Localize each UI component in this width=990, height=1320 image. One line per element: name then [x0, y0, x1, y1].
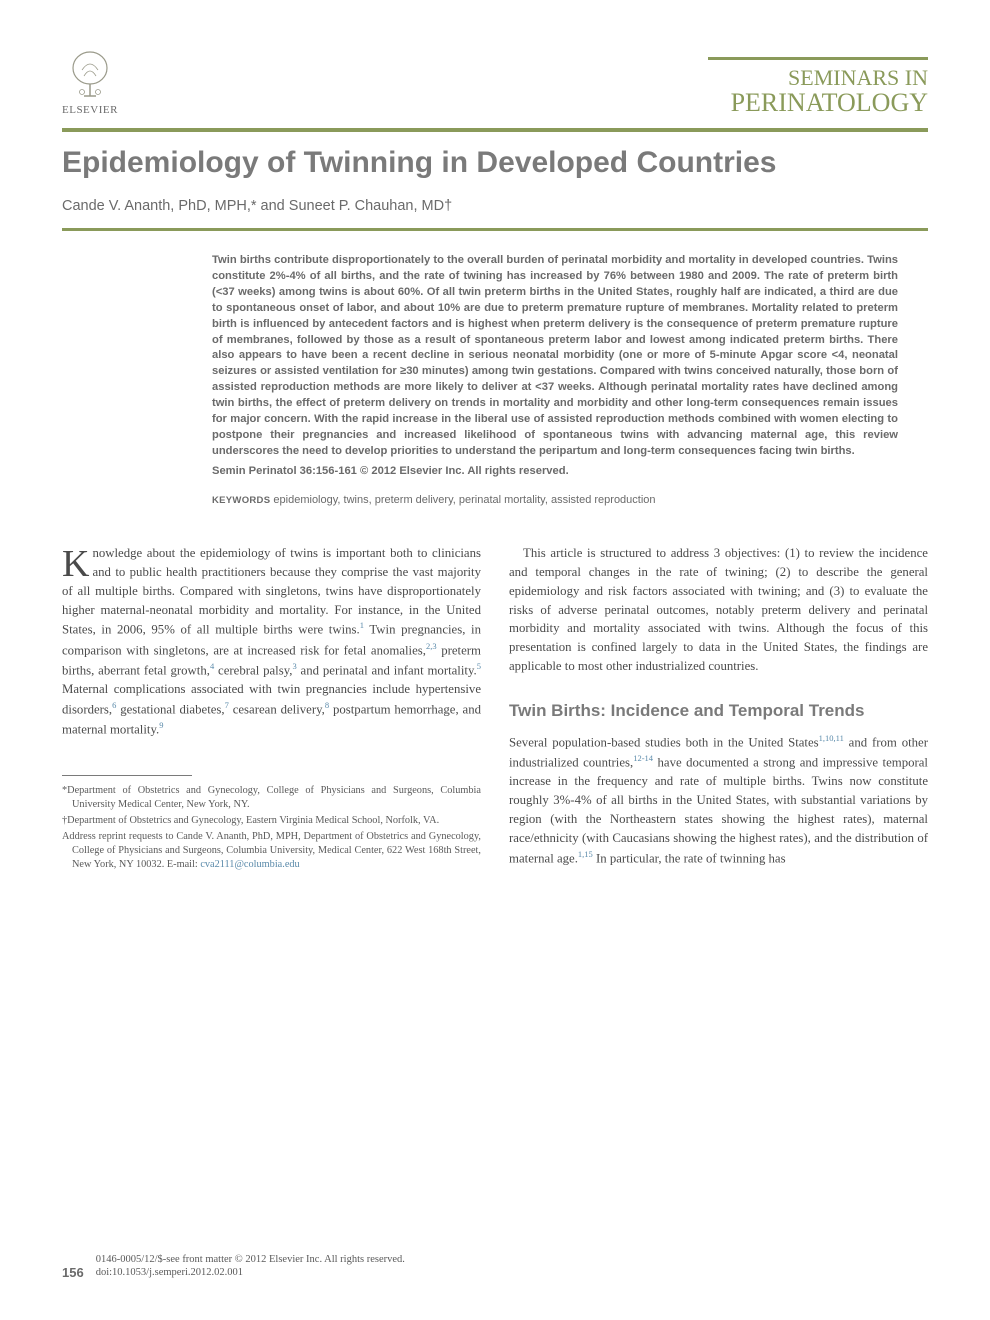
- elsevier-tree-icon: [64, 48, 116, 100]
- keywords-label: KEYWORDS: [212, 495, 270, 506]
- body-columns: Knowledge about the epidemiology of twin…: [62, 544, 928, 874]
- title-rule-top: [62, 128, 928, 132]
- column-left: Knowledge about the epidemiology of twin…: [62, 544, 481, 874]
- footer-doi: doi:10.1053/j.semperi.2012.02.001: [96, 1267, 243, 1278]
- journal-line1: SEMINARS IN: [788, 65, 928, 90]
- abstract-text: Twin births contribute disproportionatel…: [212, 253, 898, 480]
- publisher-block: ELSEVIER: [62, 48, 118, 116]
- title-rule-bottom: [62, 228, 928, 231]
- affil-2: †Department of Obstetrics and Gynecology…: [62, 814, 481, 828]
- journal-title: SEMINARS IN PERINATOLOGY: [708, 66, 928, 116]
- ref-9[interactable]: 9: [159, 720, 163, 730]
- affiliation-rule: [62, 775, 192, 776]
- article-title: Epidemiology of Twinning in Developed Co…: [62, 146, 928, 180]
- ref-12-14[interactable]: 12-14: [633, 753, 653, 763]
- journal-rule: [708, 57, 928, 60]
- dropcap: K: [62, 544, 92, 580]
- column-right: This article is structured to address 3 …: [509, 544, 928, 874]
- incidence-text-a: Several population-based studies both in…: [509, 735, 819, 749]
- incidence-text-c: have documented a strong and impressive …: [509, 755, 928, 865]
- affiliations-block: *Department of Obstetrics and Gynecology…: [62, 784, 481, 871]
- intro-text-e: and perinatal and infant mortality.: [297, 663, 477, 677]
- correspondence-email[interactable]: cva2111@columbia.edu: [200, 859, 299, 870]
- incidence-para: Several population-based studies both in…: [509, 732, 928, 868]
- footer-copyright: 0146-0005/12/$-see front matter © 2012 E…: [96, 1254, 405, 1265]
- incidence-text-d: In particular, the rate of twinning has: [593, 851, 786, 865]
- intro-text-d: cerebral palsy,: [214, 663, 292, 677]
- page-number: 156: [62, 1265, 84, 1280]
- journal-line2: PERINATOLOGY: [731, 88, 928, 117]
- publisher-name: ELSEVIER: [62, 104, 118, 116]
- section-heading-incidence: Twin Births: Incidence and Temporal Tren…: [509, 700, 928, 721]
- objectives-para: This article is structured to address 3 …: [509, 544, 928, 677]
- ref-1-10-11[interactable]: 1,10,11: [819, 733, 844, 743]
- keywords-row: KEYWORDS epidemiology, twins, preterm de…: [212, 494, 898, 506]
- page-footer: 156 0146-0005/12/$-see front matter © 20…: [62, 1253, 928, 1280]
- citation-line: Semin Perinatol 36:156-161 © 2012 Elsevi…: [212, 464, 898, 480]
- ref-2-3[interactable]: 2,3: [426, 641, 437, 651]
- journal-title-block: SEMINARS IN PERINATOLOGY: [708, 57, 928, 116]
- intro-para: Knowledge about the epidemiology of twin…: [62, 544, 481, 740]
- ref-1-15[interactable]: 1,15: [578, 849, 593, 859]
- affil-1: *Department of Obstetrics and Gynecology…: [62, 784, 481, 812]
- page-header: ELSEVIER SEMINARS IN PERINATOLOGY: [62, 48, 928, 116]
- ref-5[interactable]: 5: [477, 661, 481, 671]
- keywords-text: epidemiology, twins, preterm delivery, p…: [273, 494, 655, 506]
- footer-text: 0146-0005/12/$-see front matter © 2012 E…: [96, 1253, 405, 1280]
- intro-text-h: cesarean delivery,: [229, 702, 325, 716]
- intro-text-g: gestational diabetes,: [116, 702, 224, 716]
- abstract-body: Twin births contribute disproportionatel…: [212, 254, 898, 457]
- authors-line: Cande V. Ananth, PhD, MPH,* and Suneet P…: [62, 198, 928, 214]
- affil-reprint: Address reprint requests to Cande V. Ana…: [62, 830, 481, 872]
